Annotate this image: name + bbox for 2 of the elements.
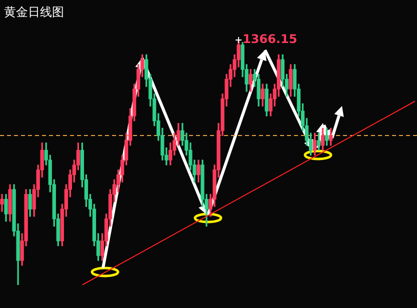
annotation: 1366.15 (242, 32, 298, 46)
chart-title: 黄金日线图 (4, 4, 64, 21)
